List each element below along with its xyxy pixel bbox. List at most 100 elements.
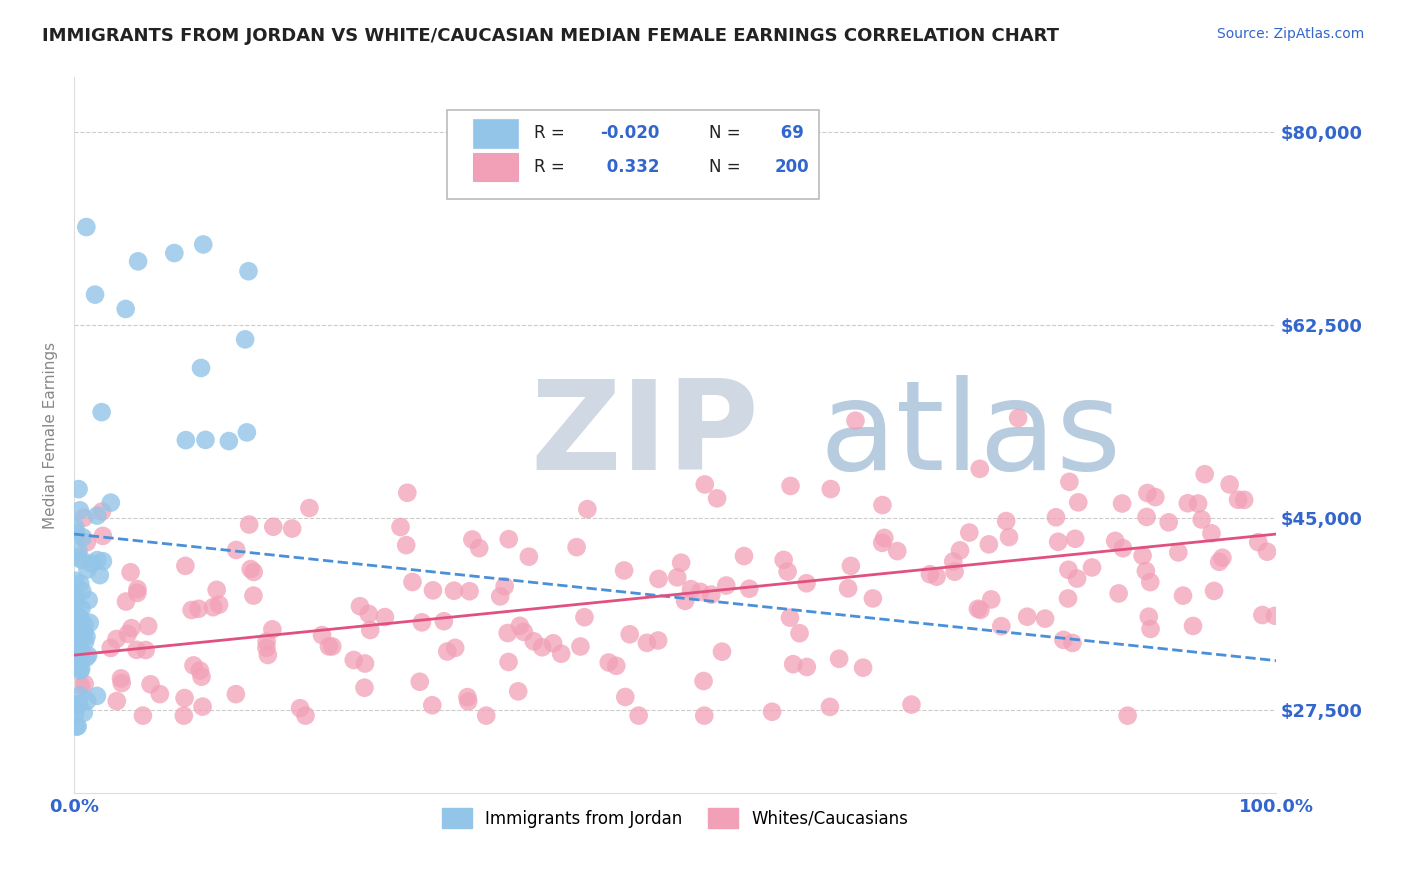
Point xyxy=(359,623,381,637)
Y-axis label: Median Female Earnings: Median Female Earnings xyxy=(44,342,58,529)
Point xyxy=(67,633,90,648)
Point xyxy=(550,647,572,661)
Point xyxy=(80,557,103,571)
Point xyxy=(125,643,148,657)
Point xyxy=(873,531,896,545)
Point xyxy=(67,660,90,674)
Point xyxy=(1108,586,1130,600)
Point xyxy=(494,579,516,593)
Point xyxy=(73,706,96,720)
Point xyxy=(1157,516,1180,530)
Point xyxy=(1057,591,1080,606)
Text: -0.020: -0.020 xyxy=(600,124,659,142)
Point xyxy=(115,594,138,608)
Point xyxy=(1202,583,1225,598)
Point xyxy=(65,658,87,673)
Point xyxy=(89,568,111,582)
Point xyxy=(517,549,540,564)
Point xyxy=(422,583,444,598)
Point xyxy=(183,658,205,673)
Text: 200: 200 xyxy=(775,158,810,176)
Point xyxy=(256,640,278,655)
Point xyxy=(977,537,1000,551)
Point xyxy=(1081,560,1104,574)
Point xyxy=(69,655,91,669)
Point xyxy=(458,584,481,599)
Point xyxy=(75,650,97,665)
Point xyxy=(111,676,134,690)
Point xyxy=(318,640,340,654)
Point xyxy=(820,482,842,496)
Point xyxy=(1137,609,1160,624)
Point xyxy=(1064,532,1087,546)
Point xyxy=(489,590,512,604)
Text: R =: R = xyxy=(534,158,571,176)
Point xyxy=(436,644,458,658)
Point xyxy=(191,699,214,714)
Point xyxy=(761,705,783,719)
Point xyxy=(127,586,149,600)
Point xyxy=(401,574,423,589)
Point xyxy=(117,627,139,641)
Point xyxy=(1045,510,1067,524)
Point xyxy=(998,530,1021,544)
Point xyxy=(311,628,333,642)
Point xyxy=(288,701,311,715)
Point xyxy=(990,619,1012,633)
Point xyxy=(187,602,209,616)
FancyBboxPatch shape xyxy=(447,110,820,199)
Point xyxy=(357,607,380,621)
Point xyxy=(1047,534,1070,549)
Point xyxy=(967,602,990,616)
Point xyxy=(205,582,228,597)
Point xyxy=(1104,533,1126,548)
Point xyxy=(862,591,884,606)
Point xyxy=(91,529,114,543)
Point xyxy=(202,600,225,615)
Point xyxy=(1067,495,1090,509)
Point xyxy=(828,652,851,666)
Point xyxy=(456,690,478,705)
Point xyxy=(949,543,972,558)
Point xyxy=(127,254,149,268)
Point xyxy=(576,502,599,516)
Point xyxy=(844,414,866,428)
Point xyxy=(837,582,859,596)
Point xyxy=(457,694,479,708)
Point xyxy=(86,553,108,567)
Point xyxy=(1136,510,1159,524)
Point xyxy=(1144,490,1167,504)
Point xyxy=(509,619,531,633)
Point xyxy=(1132,549,1154,563)
Point xyxy=(1033,612,1056,626)
Point xyxy=(733,549,755,563)
Point xyxy=(139,677,162,691)
Point xyxy=(776,565,799,579)
Point xyxy=(281,522,304,536)
Point xyxy=(298,501,321,516)
Point xyxy=(772,553,794,567)
Point xyxy=(65,594,87,608)
Point xyxy=(980,592,1002,607)
Point xyxy=(498,532,520,546)
Point xyxy=(925,569,948,583)
Point xyxy=(614,690,637,704)
Point xyxy=(173,691,195,706)
Point xyxy=(343,653,366,667)
Point xyxy=(70,662,93,676)
Point xyxy=(149,687,172,701)
Point xyxy=(70,553,93,567)
Point xyxy=(69,576,91,591)
FancyBboxPatch shape xyxy=(474,153,517,181)
Point xyxy=(496,626,519,640)
Point xyxy=(468,541,491,555)
Point xyxy=(65,574,87,588)
Point xyxy=(114,301,136,316)
Point xyxy=(461,533,484,547)
Point xyxy=(110,672,132,686)
Point xyxy=(1139,575,1161,590)
Point xyxy=(238,264,260,278)
Point xyxy=(1247,535,1270,549)
Point xyxy=(942,554,965,568)
Point xyxy=(782,657,804,672)
